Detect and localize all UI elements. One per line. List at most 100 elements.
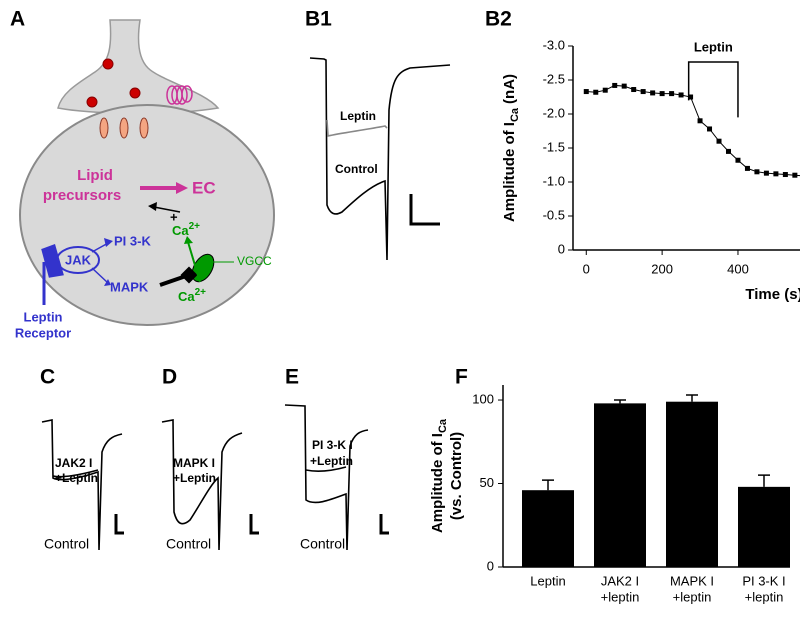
x-tick-label: PI 3-K I bbox=[742, 573, 785, 588]
y-axis-label: (nA) bbox=[501, 74, 518, 104]
presynaptic-terminal bbox=[57, 19, 220, 115]
label: MAPK I bbox=[173, 456, 215, 470]
x-tick-label: 0 bbox=[583, 261, 590, 276]
error-bar bbox=[542, 479, 554, 491]
panel-label: F bbox=[455, 366, 468, 389]
y-tick-label: 50 bbox=[480, 475, 494, 490]
label: Leptin bbox=[340, 109, 376, 123]
bar bbox=[522, 490, 574, 567]
data-point bbox=[697, 118, 703, 124]
data-point bbox=[602, 87, 608, 93]
y-tick-label: -0.5 bbox=[543, 207, 565, 222]
label: Control bbox=[300, 536, 345, 552]
label: Lipid bbox=[77, 167, 113, 184]
label: precursors bbox=[43, 187, 121, 204]
error-bar bbox=[758, 474, 770, 487]
x-tick-label: +leptin bbox=[601, 589, 640, 604]
panel-label: D bbox=[162, 366, 177, 389]
data-point bbox=[754, 169, 760, 175]
label: MAPK bbox=[110, 279, 149, 294]
arrow bbox=[187, 241, 201, 283]
label: + bbox=[170, 209, 178, 224]
data-line bbox=[586, 84, 800, 177]
data-point bbox=[678, 92, 684, 98]
diagram: Lipid precursors EC PI 3-K JAK MAPK Lept… bbox=[15, 19, 275, 340]
panel-label: B2 bbox=[485, 8, 512, 31]
scale-bar bbox=[409, 194, 440, 226]
block bbox=[180, 266, 198, 284]
data-point bbox=[640, 89, 646, 95]
label: 2+ bbox=[189, 221, 201, 232]
bar bbox=[594, 403, 646, 567]
vesicle-cluster bbox=[166, 85, 193, 105]
panel-label: A bbox=[10, 8, 25, 31]
x-tick-label: JAK2 I bbox=[601, 573, 639, 588]
annotation: Leptin bbox=[694, 39, 733, 54]
arrow-head bbox=[176, 182, 188, 194]
x-tick-label: 200 bbox=[651, 261, 673, 276]
data-point bbox=[659, 91, 665, 97]
data-point bbox=[792, 172, 798, 178]
x-tick-label: Leptin bbox=[530, 573, 565, 588]
x-tick-label: MAPK I bbox=[670, 573, 714, 588]
y-tick-label: 0 bbox=[487, 558, 494, 573]
label: Control bbox=[166, 536, 211, 552]
error-bar bbox=[614, 399, 626, 404]
data-point bbox=[725, 148, 731, 154]
x-tick-label: +leptin bbox=[745, 589, 784, 604]
label: +Leptin bbox=[55, 471, 98, 485]
data-point bbox=[688, 94, 694, 100]
trace bbox=[305, 466, 347, 473]
data-point bbox=[773, 171, 779, 177]
y-tick-label: -2.5 bbox=[543, 71, 565, 86]
label: Receptor bbox=[15, 325, 71, 340]
label: JAK2 I bbox=[55, 456, 92, 470]
vesicle bbox=[86, 96, 98, 108]
label: 2+ bbox=[195, 287, 207, 298]
data-point bbox=[593, 89, 599, 95]
data-point bbox=[707, 126, 713, 132]
y-tick-label: -2.0 bbox=[543, 105, 565, 120]
scale-bar bbox=[114, 514, 124, 535]
arrow bbox=[153, 206, 181, 213]
y-tick-label: -3.0 bbox=[543, 37, 565, 52]
arrow bbox=[159, 274, 187, 287]
scale-bar bbox=[249, 514, 259, 535]
data-point bbox=[583, 89, 589, 95]
data-point bbox=[650, 90, 656, 96]
data-point bbox=[763, 170, 769, 176]
trace bbox=[52, 469, 99, 478]
label: Ca bbox=[172, 223, 189, 238]
error-bar bbox=[686, 394, 698, 402]
y-axis-label: Amplitude of I bbox=[429, 433, 446, 533]
trace bbox=[161, 419, 243, 551]
annotation-bracket bbox=[687, 61, 739, 118]
data-point bbox=[744, 165, 750, 171]
label: +Leptin bbox=[173, 471, 216, 485]
leptin-receptor bbox=[41, 244, 64, 305]
data-point bbox=[782, 172, 788, 178]
data-point bbox=[716, 138, 722, 144]
label: Leptin bbox=[24, 309, 63, 324]
label: Ca bbox=[178, 289, 195, 304]
trace bbox=[326, 119, 388, 138]
data-point bbox=[621, 83, 627, 89]
x-tick-label: +leptin bbox=[673, 589, 712, 604]
y-axis-label: Amplitude of I bbox=[501, 122, 518, 222]
y-axis-label: Ca bbox=[509, 107, 521, 122]
b1-traces: Leptin Control bbox=[309, 57, 451, 261]
cde-traces: JAK2 I +Leptin Control MAPK I +Leptin Co… bbox=[41, 404, 389, 552]
arrow-head bbox=[184, 236, 193, 244]
x-axis-label: Time (s) bbox=[745, 286, 800, 303]
data-point bbox=[612, 82, 618, 88]
trace bbox=[309, 57, 451, 261]
y-tick-label: 100 bbox=[472, 391, 494, 406]
bar bbox=[666, 401, 718, 567]
panel-label: C bbox=[40, 366, 55, 389]
scale-bar bbox=[379, 514, 389, 535]
arrow-head bbox=[148, 202, 157, 211]
label: VGCC bbox=[237, 254, 272, 268]
vesicle bbox=[129, 87, 141, 99]
label: Control bbox=[335, 162, 378, 176]
